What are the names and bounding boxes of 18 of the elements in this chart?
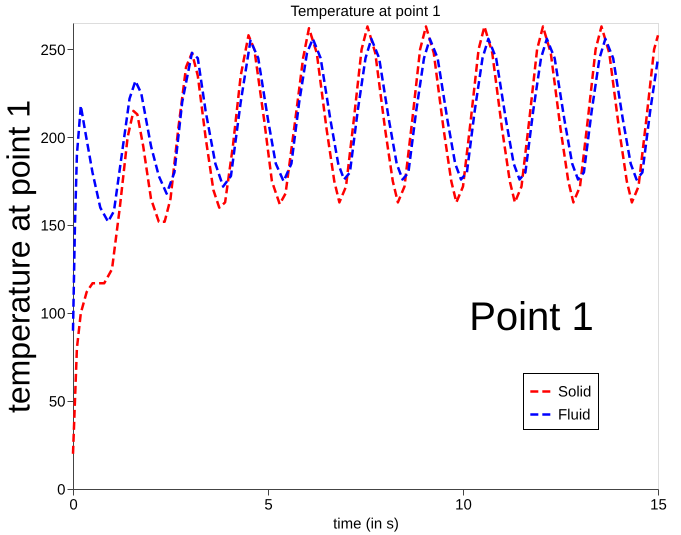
y-axis-title: temperature at point 1 bbox=[0, 100, 36, 414]
x-axis-title: time (in s) bbox=[333, 516, 399, 532]
y-tick-label: 250 bbox=[40, 42, 66, 59]
y-tick-label: 100 bbox=[40, 306, 66, 323]
x-tick-label: 0 bbox=[69, 496, 78, 514]
y-tick-label: 200 bbox=[40, 130, 66, 147]
line-series bbox=[72, 25, 660, 456]
y-tick-label: 150 bbox=[40, 218, 66, 235]
y-tick-label: 0 bbox=[57, 482, 66, 498]
annotation: Point 1 bbox=[469, 295, 594, 340]
x-tick-label: 5 bbox=[264, 496, 273, 514]
x-tick-label: 15 bbox=[650, 496, 667, 514]
legend-label: Fluid bbox=[558, 406, 591, 424]
legend-label: Solid bbox=[558, 384, 592, 400]
y-tick-label: 50 bbox=[48, 394, 66, 411]
x-tick-label: 10 bbox=[455, 496, 472, 514]
chart-title: Temperature at point 1 bbox=[290, 3, 441, 20]
line-series bbox=[72, 38, 660, 332]
